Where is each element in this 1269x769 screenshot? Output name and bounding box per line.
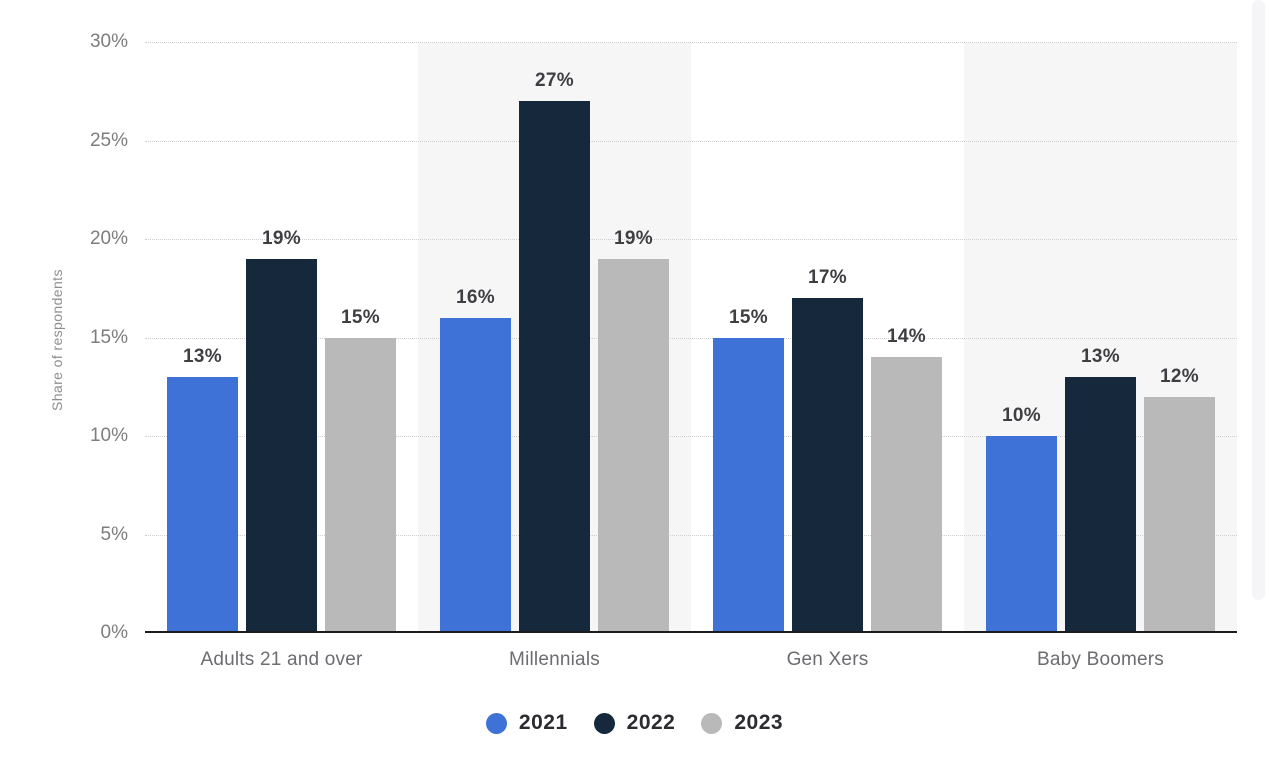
legend-label: 2021 [518,711,568,734]
bar-group: 15% 17% 14% [691,42,964,633]
bar-value-label: 14% [887,326,926,348]
bar-2023-2[interactable] [871,357,942,633]
y-tick-label: 5% [100,523,128,545]
category-label: Millennials [509,649,600,670]
bar-2023-0[interactable] [325,337,396,633]
bar-group: 10% 13% 12% [964,42,1237,633]
legend: 2021 2022 2023 [0,711,1269,735]
bar-value-label: 15% [729,306,768,328]
y-tick-label: 25% [89,129,128,151]
y-tick-label: 0% [100,622,128,643]
bar-2021-2[interactable] [713,337,784,633]
scrollbar[interactable] [1252,0,1265,600]
bar-column: 17% [792,42,863,633]
legend-item-2021[interactable]: 2021 [485,711,568,735]
bar-2021-1[interactable] [440,317,511,633]
y-tick-label: 30% [89,31,128,52]
bar-2022-0[interactable] [246,258,317,633]
category-band: 13% 19% 15% Adults 21 and over [145,42,418,670]
category-band: 15% 17% 14% Gen Xers [691,42,964,670]
legend-dot-icon [701,712,723,734]
y-tick-label: 10% [89,425,128,446]
category-band: 10% 13% 12% Baby Boomers [964,42,1237,670]
bar-2023-1[interactable] [598,258,669,633]
bar-value-label: 13% [183,345,222,367]
bar-value-label: 13% [1081,345,1120,367]
bar-column: 19% [598,42,669,633]
category-band: 16% 27% 19% Millennials [418,42,691,670]
bar-column: 12% [1144,42,1215,633]
bar-2022-2[interactable] [792,298,863,633]
legend-item-2022[interactable]: 2022 [593,711,676,735]
category-label: Baby Boomers [1036,649,1164,670]
bar-2021-3[interactable] [986,436,1057,633]
bar-group: 16% 27% 19% [418,42,691,633]
category-label: Gen Xers [786,649,869,670]
x-axis-line [145,631,1237,633]
bar-column: 13% [167,42,238,633]
legend-item-2023[interactable]: 2023 [701,711,783,735]
bar-column: 16% [440,42,511,633]
y-tick-label: 20% [89,228,128,249]
bar-column: 15% [325,42,396,633]
y-tick-label: 15% [89,326,128,348]
bar-value-label: 16% [456,286,495,308]
bar-value-label: 19% [614,227,653,249]
bar-2023-3[interactable] [1144,396,1215,633]
legend-dot-icon [593,712,615,734]
bar-2021-0[interactable] [167,376,238,633]
legend-label: 2022 [626,711,676,734]
category-label: Adults 21 and over [200,649,363,670]
bar-value-label: 12% [1160,365,1199,387]
bar-value-label: 19% [262,227,301,249]
legend-label: 2023 [734,711,784,734]
bar-column: 13% [1065,42,1136,633]
plot-area: 13% 19% 15% Adults 21 and over 16% 27% 19% Mill… [145,42,1237,670]
bar-column: 10% [986,42,1057,633]
bar-2022-3[interactable] [1065,376,1136,633]
bar-value-label: 17% [808,267,847,289]
bar-column: 27% [519,42,590,633]
bar-column: 15% [713,42,784,633]
bar-column: 14% [871,42,942,633]
bar-2022-1[interactable] [519,101,590,633]
legend-dot-icon [485,712,507,734]
category-bands: 13% 19% 15% Adults 21 and over 16% 27% 19% Mill… [145,42,1237,670]
bar-value-label: 10% [1002,405,1041,427]
bar-column: 19% [246,42,317,633]
bar-value-label: 27% [535,70,574,92]
bar-group: 13% 19% 15% [145,42,418,633]
bar-value-label: 15% [341,306,380,328]
